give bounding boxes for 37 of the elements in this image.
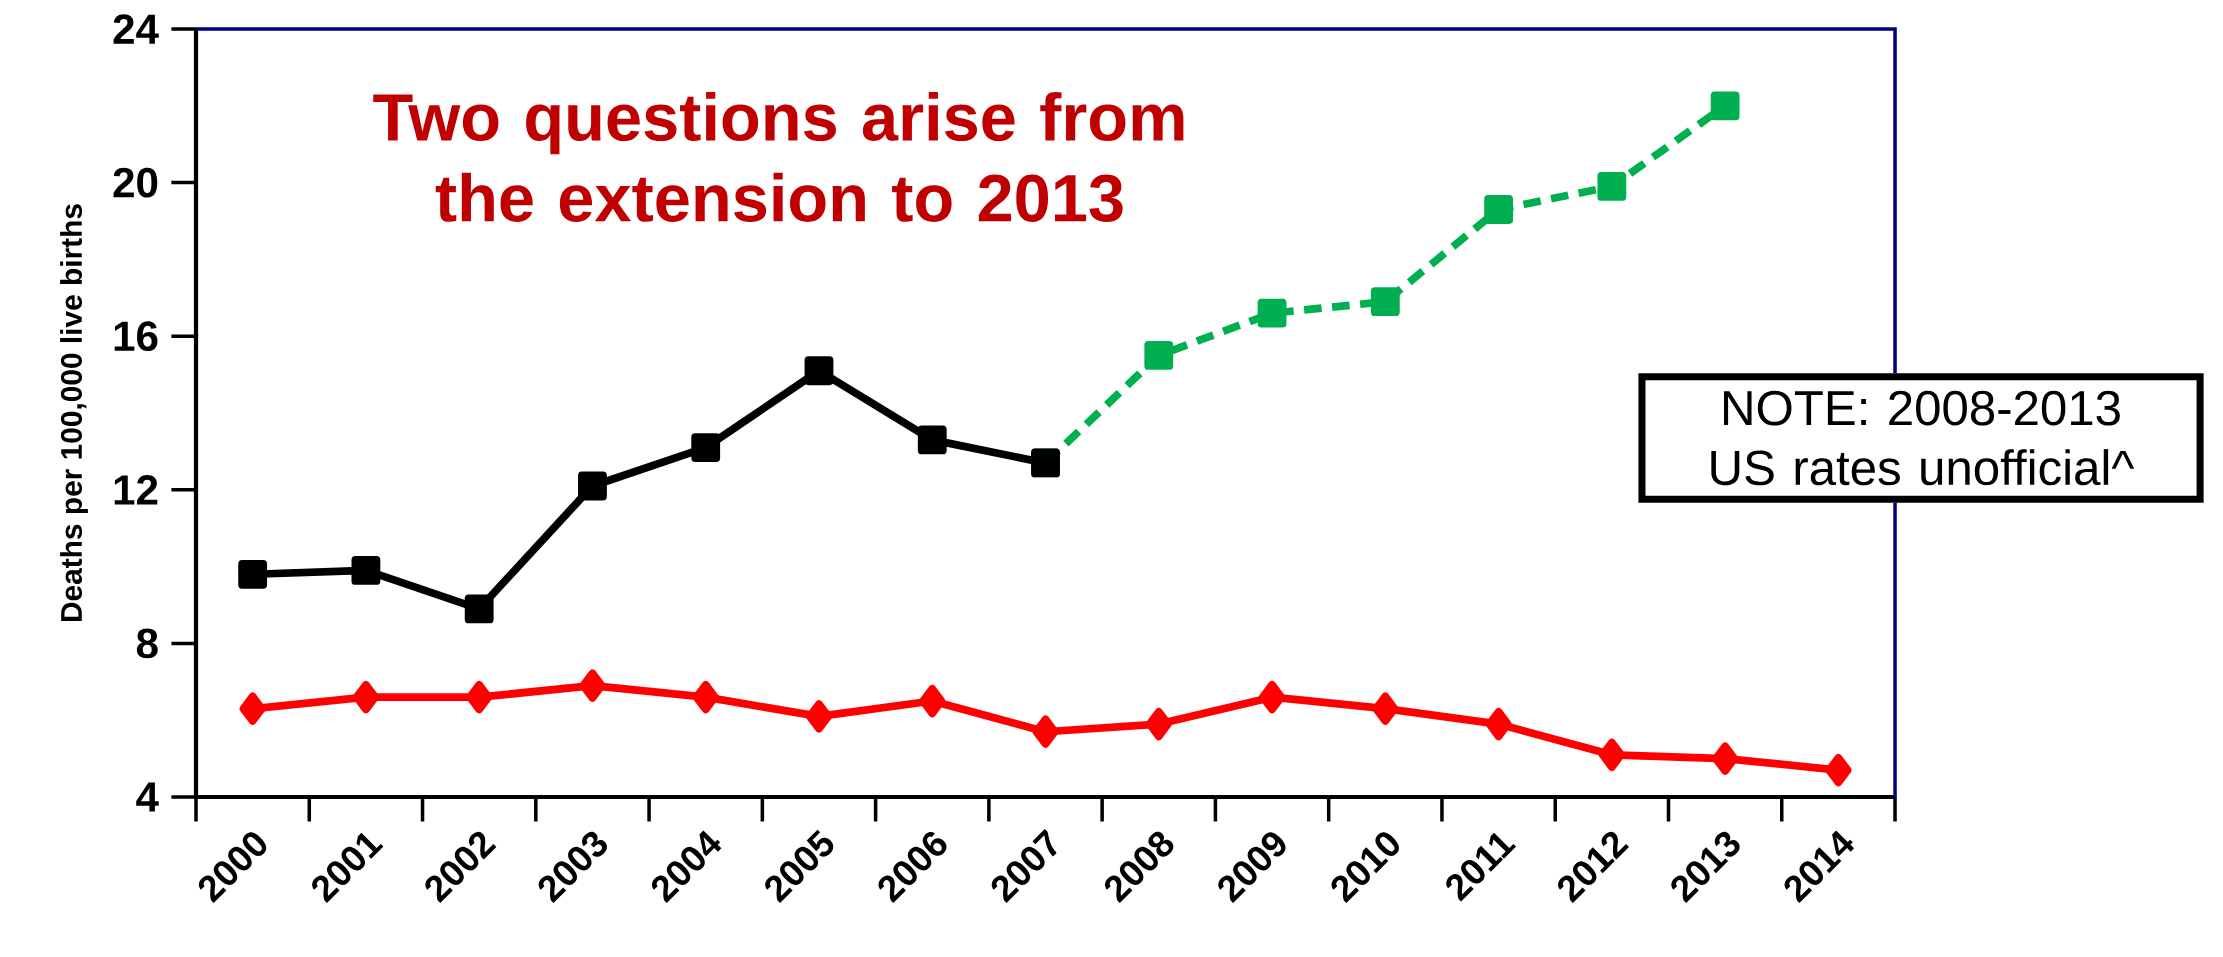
y-tick-label: 24 [113, 14, 159, 44]
point [352, 681, 379, 714]
point [804, 356, 834, 386]
y-tick-label: 20 [113, 167, 158, 198]
point [1712, 742, 1739, 775]
point [1372, 692, 1399, 725]
y-tick-label: 8 [136, 628, 158, 659]
point [805, 700, 833, 733]
y-tick-label: 12 [114, 475, 158, 505]
point [1257, 298, 1287, 328]
point [1710, 91, 1740, 121]
point [1144, 341, 1174, 370]
text: Two questions arise from the extension to 2013 [373, 92, 1184, 223]
annotation: NOTE: 2008-2013 US rates unofficial^ [1711, 390, 2135, 486]
point [238, 559, 268, 589]
point [1825, 753, 1852, 787]
point [1597, 172, 1627, 201]
point [917, 425, 947, 455]
point [464, 594, 494, 624]
point [691, 433, 721, 462]
point [351, 556, 381, 585]
point [692, 681, 719, 714]
point [1145, 707, 1172, 741]
point [919, 684, 946, 718]
point [239, 692, 266, 725]
point [1485, 707, 1512, 741]
point [1598, 738, 1625, 771]
y-tick-label: 16 [114, 321, 158, 352]
y-tick-label: 4 [136, 782, 159, 812]
point [1258, 681, 1286, 714]
point [579, 669, 606, 702]
point [466, 681, 493, 714]
point [1370, 287, 1400, 317]
y-axis-title: Deaths per 100,000 live births [60, 204, 88, 622]
point [1484, 195, 1513, 224]
point [1032, 715, 1059, 748]
point [578, 471, 607, 501]
